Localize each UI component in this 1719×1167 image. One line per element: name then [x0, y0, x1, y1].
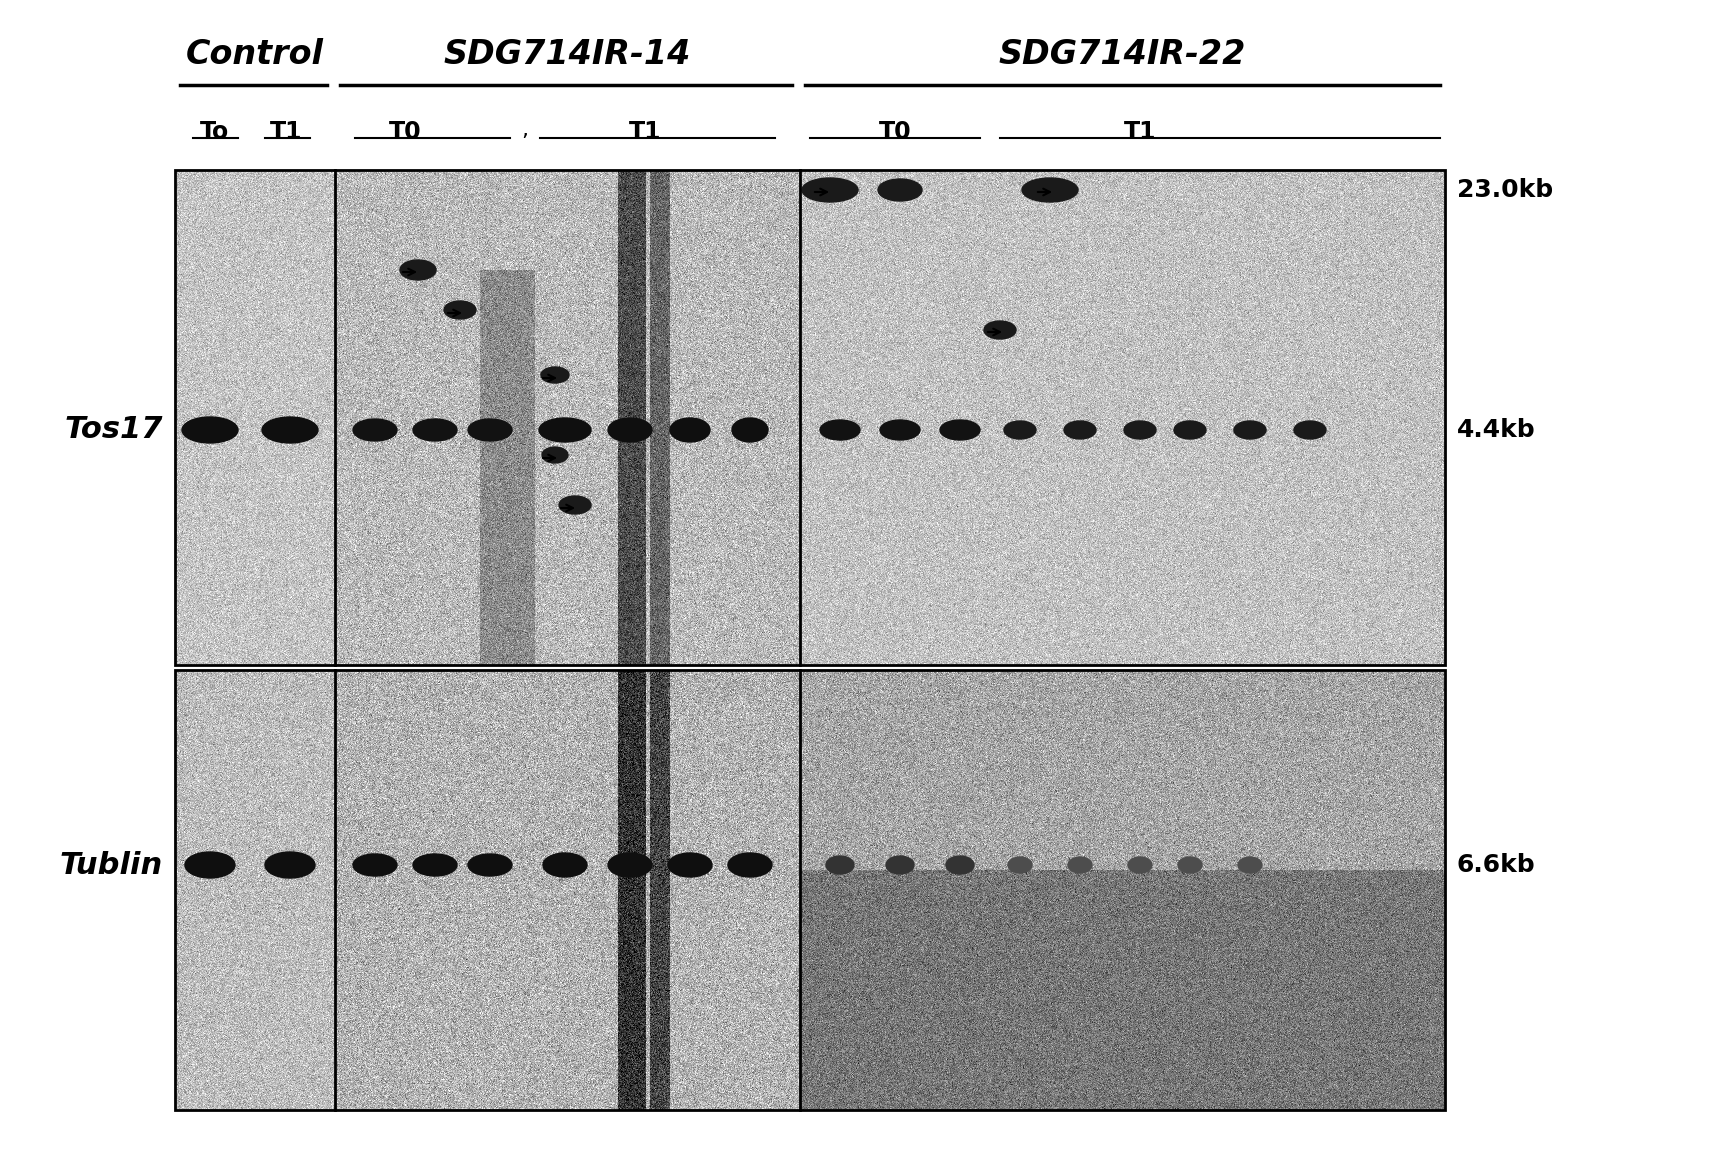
Ellipse shape: [1067, 857, 1092, 873]
Ellipse shape: [1124, 421, 1155, 439]
Text: 6.6kb: 6.6kb: [1458, 853, 1535, 876]
Text: ,: ,: [521, 120, 528, 140]
Ellipse shape: [261, 417, 318, 443]
Ellipse shape: [732, 418, 768, 442]
Ellipse shape: [1238, 857, 1262, 873]
Ellipse shape: [945, 857, 975, 874]
Ellipse shape: [352, 419, 397, 441]
Text: SDG714IR-14: SDG714IR-14: [444, 39, 691, 71]
Ellipse shape: [1294, 421, 1325, 439]
Text: Tublin: Tublin: [60, 851, 163, 880]
Ellipse shape: [609, 853, 652, 876]
Ellipse shape: [880, 420, 920, 440]
Ellipse shape: [803, 179, 858, 202]
Ellipse shape: [468, 419, 512, 441]
Ellipse shape: [1064, 421, 1097, 439]
Ellipse shape: [1174, 421, 1207, 439]
Ellipse shape: [265, 852, 315, 878]
Text: 23.0kb: 23.0kb: [1458, 179, 1554, 202]
Ellipse shape: [543, 853, 586, 876]
Bar: [175, 670, 1446, 1110]
Ellipse shape: [669, 853, 712, 876]
Ellipse shape: [444, 301, 476, 319]
Ellipse shape: [1023, 179, 1078, 202]
Ellipse shape: [413, 854, 457, 876]
Ellipse shape: [182, 417, 237, 443]
Text: T0: T0: [388, 120, 421, 144]
Ellipse shape: [670, 418, 710, 442]
Ellipse shape: [983, 321, 1016, 338]
Ellipse shape: [1004, 421, 1037, 439]
Ellipse shape: [540, 418, 591, 442]
Text: To: To: [201, 120, 230, 144]
Ellipse shape: [878, 179, 921, 201]
Ellipse shape: [401, 260, 437, 280]
Ellipse shape: [885, 857, 915, 874]
Text: Control: Control: [186, 39, 323, 71]
Text: T1: T1: [1124, 120, 1157, 144]
Text: T0: T0: [878, 120, 911, 144]
Ellipse shape: [827, 857, 854, 874]
Ellipse shape: [1234, 421, 1265, 439]
Ellipse shape: [729, 853, 772, 876]
Ellipse shape: [1178, 857, 1202, 873]
Ellipse shape: [609, 418, 652, 442]
Bar: [175, 170, 1446, 665]
Text: T1: T1: [629, 120, 662, 144]
Ellipse shape: [468, 854, 512, 876]
Ellipse shape: [413, 419, 457, 441]
Ellipse shape: [820, 420, 860, 440]
Ellipse shape: [1007, 857, 1031, 873]
Ellipse shape: [186, 852, 236, 878]
Ellipse shape: [559, 496, 591, 513]
Text: 4.4kb: 4.4kb: [1458, 418, 1535, 442]
Ellipse shape: [1128, 857, 1152, 873]
Text: T1: T1: [270, 120, 303, 144]
Text: SDG714IR-22: SDG714IR-22: [999, 39, 1246, 71]
Text: Tos17: Tos17: [65, 415, 163, 445]
Ellipse shape: [352, 854, 397, 876]
Ellipse shape: [541, 447, 567, 463]
Ellipse shape: [541, 366, 569, 383]
Ellipse shape: [940, 420, 980, 440]
